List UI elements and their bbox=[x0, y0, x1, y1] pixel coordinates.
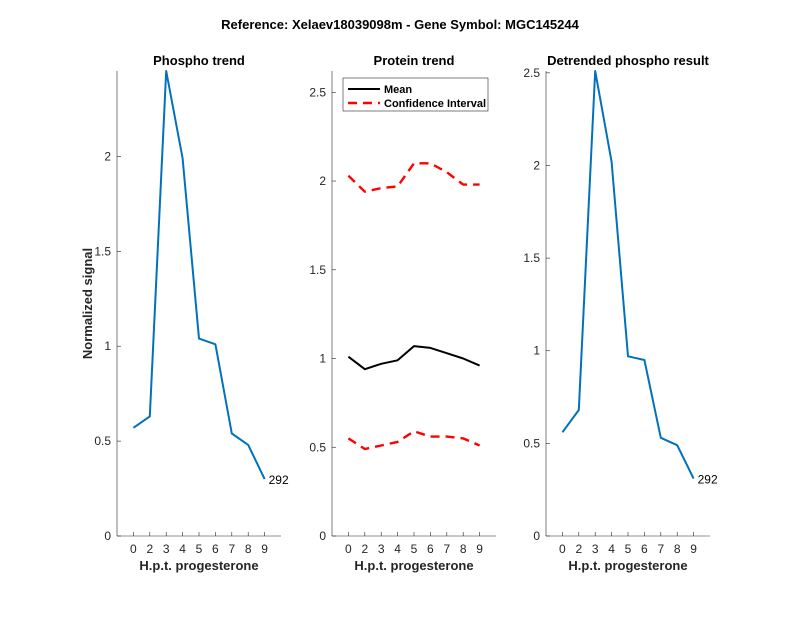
x-tick-label: 2 bbox=[146, 542, 153, 556]
end-label: 292 bbox=[698, 473, 718, 487]
x-tick-label: 9 bbox=[261, 542, 268, 556]
figure-title: Reference: Xelaev18039098m - Gene Symbol… bbox=[221, 17, 579, 32]
legend: Mean Confidence Interval bbox=[342, 77, 489, 112]
y-tick-label: 0.5 bbox=[94, 434, 111, 448]
x-tick-label: 8 bbox=[674, 542, 681, 556]
x-tick-label: 3 bbox=[163, 542, 170, 556]
x-tick-label: 2 bbox=[361, 542, 368, 556]
x-tick-label: 6 bbox=[212, 542, 219, 556]
x-tick-label: 9 bbox=[690, 542, 697, 556]
y-tick-label: 0 bbox=[319, 529, 326, 543]
x-tick-label: 7 bbox=[657, 542, 664, 556]
panel-title: Detrended phospho result bbox=[547, 53, 709, 68]
panel-title: Protein trend bbox=[374, 53, 455, 68]
y-tick-label: 2.5 bbox=[523, 66, 540, 80]
x-tick-label: 7 bbox=[443, 542, 450, 556]
x-tick-label: 6 bbox=[641, 542, 648, 556]
y-tick-label: 1.5 bbox=[309, 263, 326, 277]
series-line-1 bbox=[347, 345, 480, 371]
y-tick-label: 1 bbox=[533, 344, 540, 358]
y-tick-label: 2.5 bbox=[309, 85, 326, 99]
x-tick-label: 5 bbox=[196, 542, 203, 556]
end-label: 292 bbox=[269, 473, 289, 487]
x-tick-label: 2 bbox=[575, 542, 582, 556]
y-tick-label: 2 bbox=[533, 158, 540, 172]
x-tick-label: 4 bbox=[394, 542, 401, 556]
x-axis-label: H.p.t. progesterone bbox=[354, 558, 473, 573]
y-tick-label: 1 bbox=[319, 352, 326, 366]
x-tick-label: 3 bbox=[592, 542, 599, 556]
legend-entry-ci: Confidence Interval bbox=[384, 98, 486, 110]
x-tick-label: 8 bbox=[245, 542, 252, 556]
series-line-3 bbox=[347, 430, 481, 451]
x-tick-label: 8 bbox=[460, 542, 467, 556]
y-tick-label: 1 bbox=[104, 339, 111, 353]
x-axis-label: H.p.t. progesterone bbox=[568, 558, 687, 573]
y-tick-label: 0 bbox=[533, 529, 540, 543]
x-tick-label: 0 bbox=[559, 542, 566, 556]
x-tick-label: 5 bbox=[625, 542, 632, 556]
panel-title: Phospho trend bbox=[153, 53, 245, 68]
x-tick-label: 4 bbox=[179, 542, 186, 556]
x-tick-label: 5 bbox=[411, 542, 418, 556]
series-line-1 bbox=[561, 70, 695, 480]
y-tick-label: 0 bbox=[104, 529, 111, 543]
x-tick-label: 7 bbox=[228, 542, 235, 556]
x-tick-label: 6 bbox=[427, 542, 434, 556]
x-tick-label: 0 bbox=[130, 542, 137, 556]
x-axis-label: H.p.t. progesterone bbox=[139, 558, 258, 573]
x-tick-label: 4 bbox=[608, 542, 615, 556]
y-axis-label: Normalized signal bbox=[80, 248, 95, 359]
legend-box bbox=[342, 77, 489, 112]
series-line-1 bbox=[132, 70, 266, 480]
y-tick-label: 0.5 bbox=[523, 436, 540, 450]
y-tick-label: 0.5 bbox=[309, 440, 326, 454]
y-tick-label: 2 bbox=[319, 174, 326, 188]
x-tick-label: 3 bbox=[378, 542, 385, 556]
y-tick-label: 1.5 bbox=[94, 244, 111, 258]
x-tick-label: 9 bbox=[476, 542, 483, 556]
series-line-2 bbox=[347, 162, 480, 193]
y-tick-label: 2 bbox=[104, 149, 111, 163]
y-tick-label: 1.5 bbox=[523, 251, 540, 265]
x-tick-label: 0 bbox=[345, 542, 352, 556]
legend-entry-mean: Mean bbox=[384, 84, 412, 96]
